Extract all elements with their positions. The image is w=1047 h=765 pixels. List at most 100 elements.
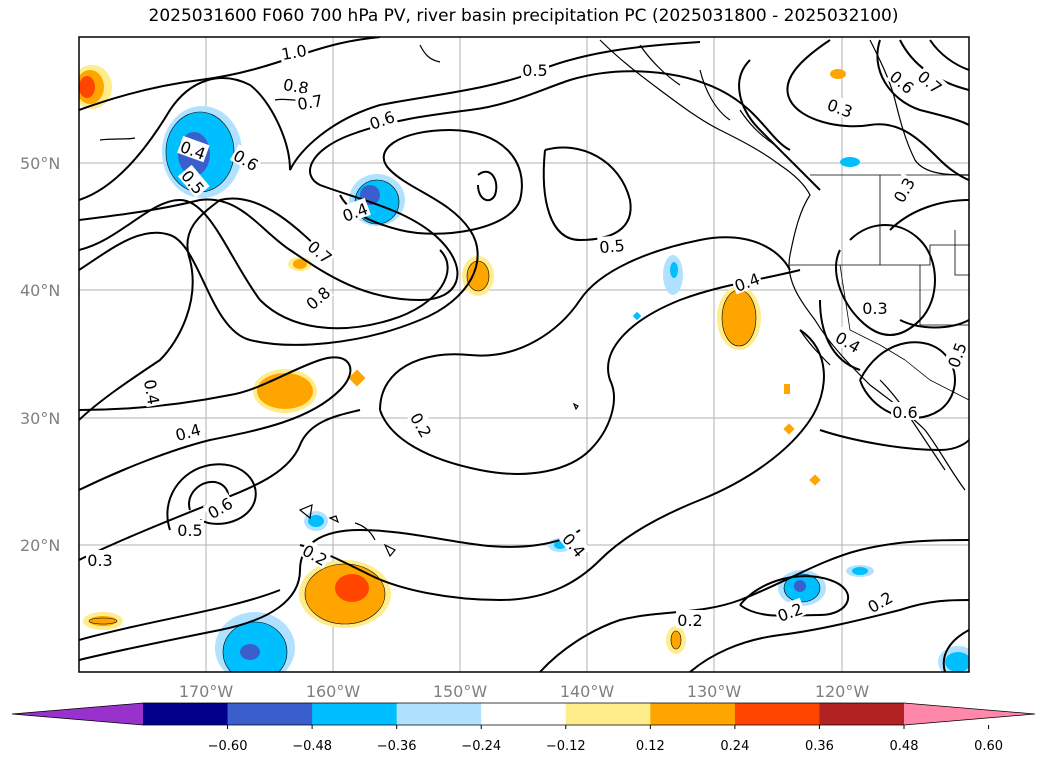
lat-label: 30°N	[20, 409, 60, 428]
longitude-labels: 170°W 160°W 150°W 140°W 130°W 120°W	[179, 682, 870, 701]
contour-label: 1.0	[278, 39, 310, 64]
gridlines	[79, 37, 969, 672]
lon-label: 150°W	[433, 682, 488, 701]
colorbar-segment	[312, 703, 398, 725]
lat-label: 50°N	[20, 154, 60, 173]
contour-label-bg	[888, 172, 918, 207]
contour-label: 0.8	[280, 73, 312, 98]
contour-label-text: 0.5	[599, 236, 626, 257]
colorbar-segment	[481, 703, 567, 725]
contour-label-bg	[861, 298, 889, 316]
contour-label-bg	[176, 520, 204, 538]
contour-label-bg	[914, 65, 948, 98]
contour-label: 0.6	[891, 402, 919, 422]
colorbar-segment	[565, 703, 651, 725]
contour-label-bg	[298, 539, 333, 569]
contour-label: 0.7	[294, 89, 326, 114]
colorbar-tick-label: 0.12	[636, 739, 665, 754]
contour-label-bg	[558, 527, 591, 561]
colorbar-tick-label: 0.60	[974, 739, 1003, 754]
lon-label: 170°W	[179, 682, 234, 701]
contour-label-bg	[676, 610, 704, 628]
colorbar-segment	[819, 703, 905, 725]
lon-label: 130°W	[687, 682, 742, 701]
latitude-labels: 50°N 40°N 30°N 20°N	[20, 154, 60, 555]
contour-label-bg	[278, 39, 310, 63]
colorbar-outline	[11, 702, 1036, 726]
contour-label-bg	[730, 267, 763, 295]
colorbar-tick-label: −0.60	[208, 739, 248, 754]
contour-label-bg	[300, 281, 334, 314]
colorbar-tick-label: 0.48	[890, 739, 919, 754]
colorbar-segment	[734, 703, 820, 725]
contour-label: 0.3	[861, 298, 889, 318]
contour-label: 0.4	[171, 418, 204, 445]
contour-label: 0.4	[730, 267, 763, 296]
contour-label-bg	[773, 597, 806, 625]
colorbar-segment	[396, 703, 482, 725]
colorbar: −0.60 −0.48 −0.36 −0.24 −0.12 0.12 0.24 0.36 0.4…	[11, 702, 1036, 754]
contour-label-bg	[597, 234, 627, 256]
contour-label-text: 0.5	[177, 521, 202, 540]
contour-label-bg	[338, 197, 371, 225]
contour-label-bg	[294, 89, 326, 113]
colorbar-tick-label: −0.12	[546, 739, 586, 754]
contour-label-bg	[177, 164, 210, 198]
colorbar-extend-high	[904, 703, 1035, 725]
borders	[790, 174, 969, 401]
contour-label-bg	[171, 418, 204, 444]
contour-label-text: 0.3	[862, 299, 887, 318]
colorbar-segment	[650, 703, 736, 725]
contour-label: 0.4	[177, 135, 210, 164]
contour-label-bg	[304, 235, 338, 268]
contour-label-bg	[886, 65, 920, 98]
contour-label-text: 0.5	[522, 61, 547, 80]
contour-label-bg	[407, 407, 437, 442]
map-frame	[78, 36, 970, 673]
contour-label-text: 0.8	[282, 75, 310, 98]
contour-label: 0.5	[176, 520, 204, 540]
contour-label-bg	[141, 376, 165, 408]
contour-label-bg	[824, 93, 857, 121]
contour-label-bg	[891, 402, 919, 420]
contour-label-text: 0.2	[677, 611, 702, 630]
contour-label-bg	[229, 144, 264, 174]
precip-shading	[79, 65, 969, 672]
contour-label: 0.2	[676, 610, 704, 630]
colorbar-tick-label: 0.24	[720, 739, 749, 754]
colorbar-segment	[227, 703, 313, 725]
contour-label: 0.5	[521, 60, 549, 80]
colorbar-tick-label: −0.24	[461, 739, 501, 754]
map-title: 2025031600 F060 700 hPa PV, river basin …	[148, 6, 899, 26]
lon-label: 140°W	[560, 682, 615, 701]
contour-label: 0.3	[86, 550, 114, 570]
contour-label-bg	[202, 492, 237, 522]
contour-label: 0.2	[773, 597, 806, 626]
lon-label: 160°W	[306, 682, 361, 701]
lat-label: 20°N	[20, 536, 60, 555]
contour-label-bg	[86, 550, 114, 568]
contour-label-text: 0.6	[892, 403, 917, 422]
lon-label: 120°W	[815, 682, 870, 701]
colorbar-tick-label: 0.36	[805, 739, 834, 754]
contour-label-bg	[177, 135, 210, 163]
contour-label-bg	[942, 338, 970, 371]
colorbar-segment	[143, 703, 229, 725]
contour-label: 0.5	[597, 234, 627, 257]
colorbar-extend-low	[12, 703, 143, 725]
contour-label: 0.2	[406, 407, 437, 442]
contour-label-bg	[365, 105, 398, 133]
contour-label-bg	[862, 586, 897, 616]
contour-label-text: 0.3	[87, 551, 112, 570]
contour-label: 0.2	[862, 586, 897, 617]
contour-label-bg	[521, 60, 549, 78]
contour-label-bg	[831, 326, 866, 356]
contour-label-bg	[280, 73, 312, 97]
contour-label: 0.4	[140, 376, 165, 408]
contour-label-text: 1.0	[280, 41, 308, 64]
contour-label-text: 0.4	[140, 378, 163, 406]
colorbar-tick-label: −0.36	[377, 739, 417, 754]
contour-label-text: 0.7	[296, 91, 324, 114]
lat-label: 40°N	[20, 281, 60, 300]
